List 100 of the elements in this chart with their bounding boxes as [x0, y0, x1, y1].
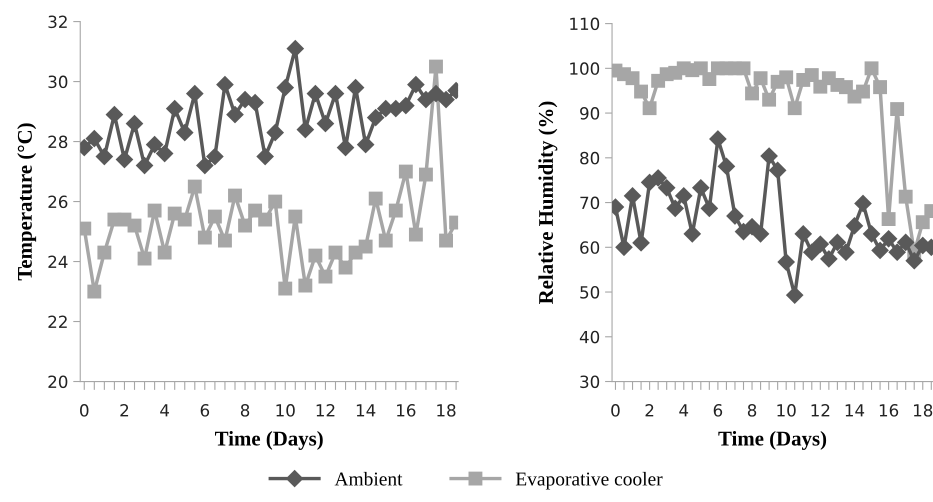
- point: [326, 85, 344, 102]
- point: [864, 61, 878, 76]
- x-axis-title: Time (Days): [215, 430, 323, 450]
- x-tick-label: 14: [356, 404, 376, 416]
- point: [769, 162, 786, 179]
- point: [178, 212, 192, 226]
- legend-label: Ambient: [334, 472, 402, 486]
- point: [338, 260, 352, 274]
- point: [96, 148, 113, 166]
- point: [407, 76, 424, 94]
- point: [752, 225, 770, 242]
- x-tick-label: 12: [316, 404, 334, 416]
- point: [388, 204, 403, 218]
- y-tick-label: 20: [48, 375, 68, 388]
- point: [760, 147, 778, 165]
- point: [188, 180, 202, 194]
- point: [754, 71, 768, 86]
- x-tick-label: 2: [120, 404, 128, 416]
- point: [258, 212, 272, 226]
- x-tick-label: 16: [397, 404, 416, 417]
- point: [417, 91, 434, 108]
- point: [97, 246, 112, 260]
- point: [336, 139, 354, 156]
- point: [156, 145, 174, 162]
- point: [316, 115, 334, 132]
- point: [419, 168, 433, 182]
- point: [786, 286, 804, 304]
- point: [743, 218, 761, 236]
- point: [357, 136, 374, 154]
- point: [650, 169, 667, 186]
- point: [216, 76, 234, 94]
- point: [378, 234, 393, 248]
- point: [846, 217, 864, 234]
- x-tick-label: 14: [846, 404, 864, 416]
- point: [788, 101, 802, 116]
- y-tick-label: 30: [580, 375, 600, 388]
- point: [166, 100, 184, 118]
- y-tick-label: 110: [570, 18, 600, 30]
- point: [898, 190, 913, 204]
- point: [658, 179, 676, 196]
- point: [429, 60, 443, 74]
- point: [206, 148, 224, 166]
- x-axis-title: Time (Days): [718, 430, 826, 450]
- point: [890, 102, 904, 116]
- point: [762, 92, 776, 107]
- point: [702, 72, 716, 86]
- point: [397, 97, 414, 114]
- point: [408, 228, 423, 242]
- point: [439, 234, 453, 248]
- point: [880, 230, 898, 248]
- point: [158, 246, 172, 260]
- y-tick-label: 90: [580, 107, 600, 120]
- point: [718, 158, 735, 175]
- point: [872, 242, 889, 259]
- x-tick-label: 6: [714, 404, 722, 417]
- point: [812, 236, 829, 253]
- y-tick-label: 100: [570, 62, 600, 75]
- point: [276, 79, 294, 96]
- point: [268, 194, 282, 208]
- point: [779, 70, 794, 84]
- point: [298, 278, 312, 292]
- point: [666, 200, 684, 217]
- point: [736, 61, 750, 76]
- x-tick-label: 4: [679, 404, 688, 416]
- y-axis-title: Relative Humidity (%): [538, 102, 558, 304]
- point: [296, 121, 314, 138]
- point: [358, 240, 373, 254]
- point: [246, 94, 264, 112]
- point: [368, 192, 383, 206]
- point: [278, 282, 292, 296]
- point: [726, 207, 744, 225]
- point: [854, 194, 872, 212]
- point: [803, 244, 820, 261]
- point: [888, 244, 906, 261]
- point: [882, 212, 896, 226]
- point: [794, 225, 812, 242]
- point: [862, 225, 880, 242]
- point: [248, 204, 262, 218]
- x-tick-label: 18: [437, 404, 456, 417]
- point: [226, 106, 244, 124]
- y-tick-label: 24: [48, 256, 68, 268]
- point: [820, 250, 838, 268]
- point: [328, 246, 342, 260]
- point: [106, 106, 123, 124]
- point: [198, 230, 212, 244]
- point: [238, 218, 252, 232]
- y-tick-label: 32: [48, 16, 67, 28]
- y-tick-label: 22: [48, 315, 67, 328]
- x-tick-label: 16: [880, 404, 898, 417]
- x-tick-label: 18: [914, 404, 932, 417]
- x-tick-label: 8: [240, 404, 250, 417]
- point: [427, 85, 445, 102]
- x-tick-label: 8: [748, 404, 756, 417]
- point: [146, 136, 164, 154]
- point: [136, 157, 154, 174]
- point: [288, 210, 302, 224]
- point: [318, 270, 332, 284]
- point: [308, 248, 322, 262]
- point: [626, 71, 640, 86]
- point: [367, 109, 384, 126]
